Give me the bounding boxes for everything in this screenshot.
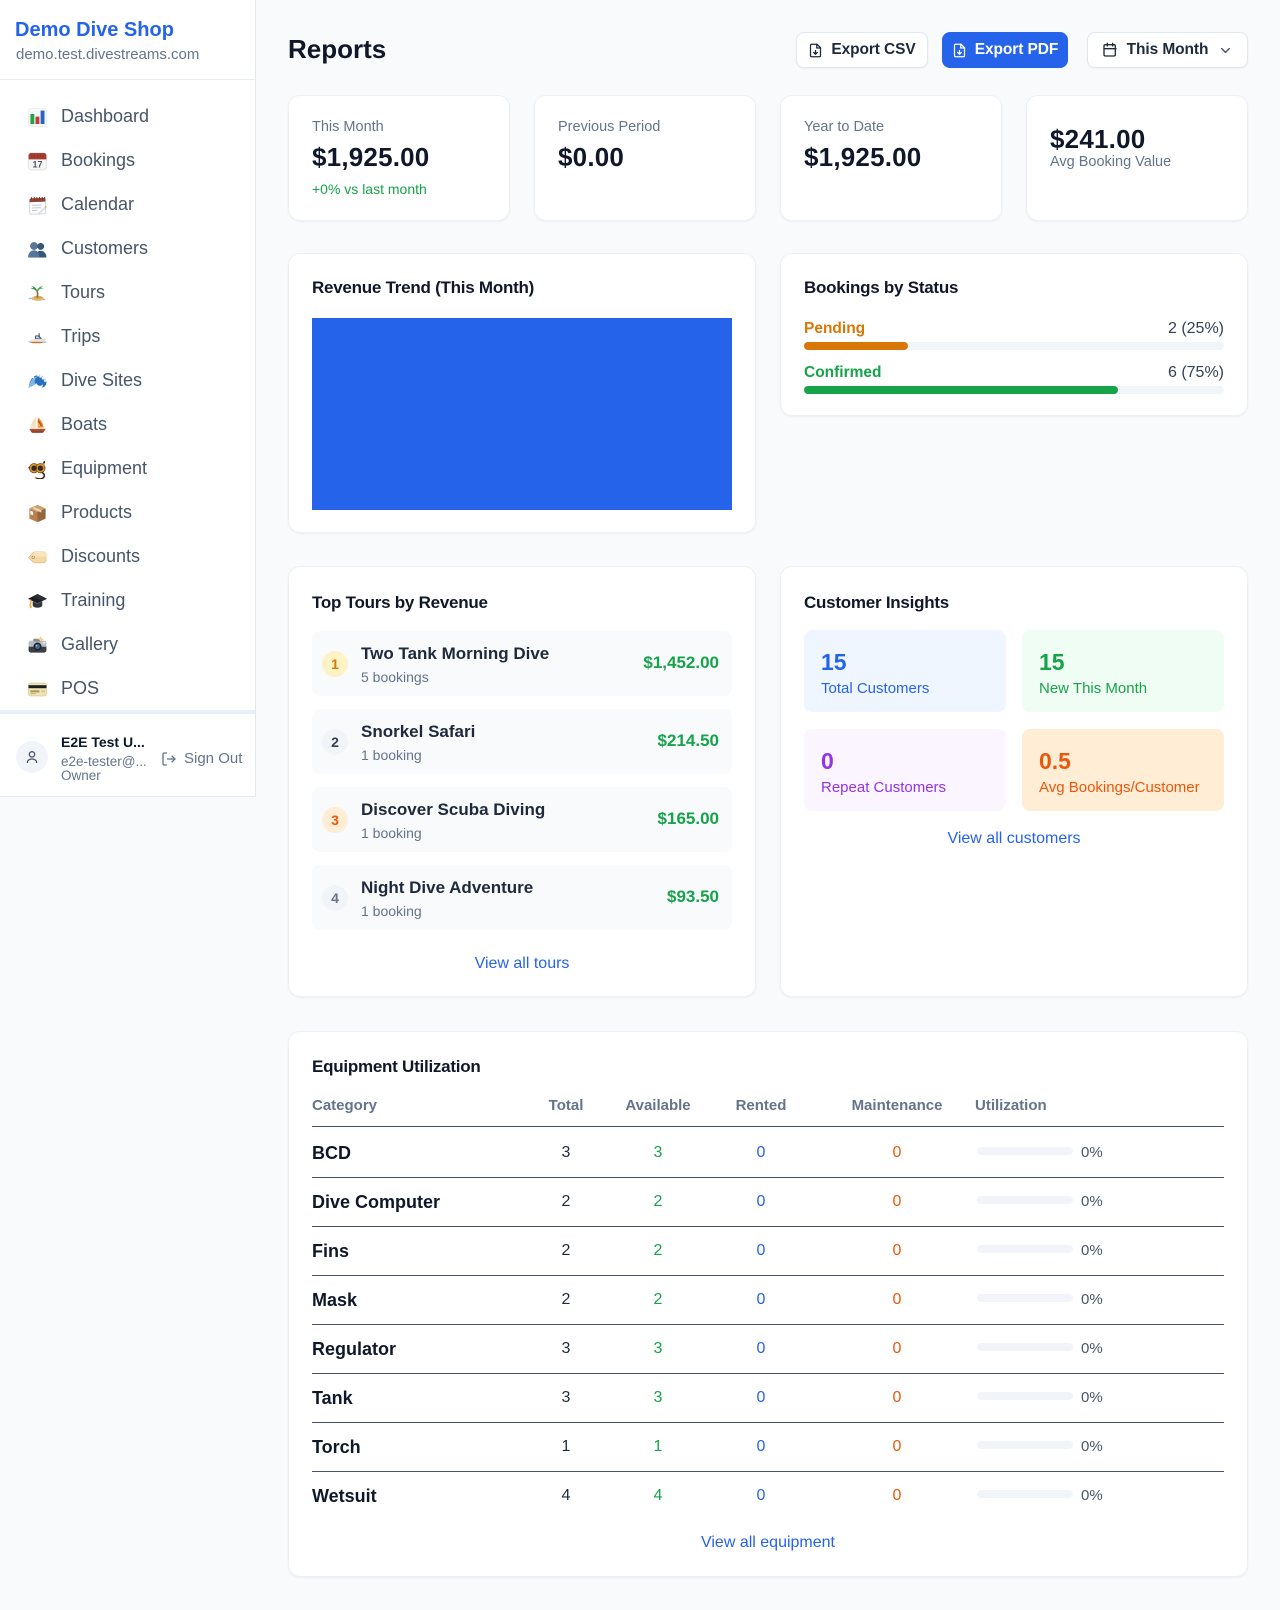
svg-text:17: 17	[32, 159, 42, 169]
